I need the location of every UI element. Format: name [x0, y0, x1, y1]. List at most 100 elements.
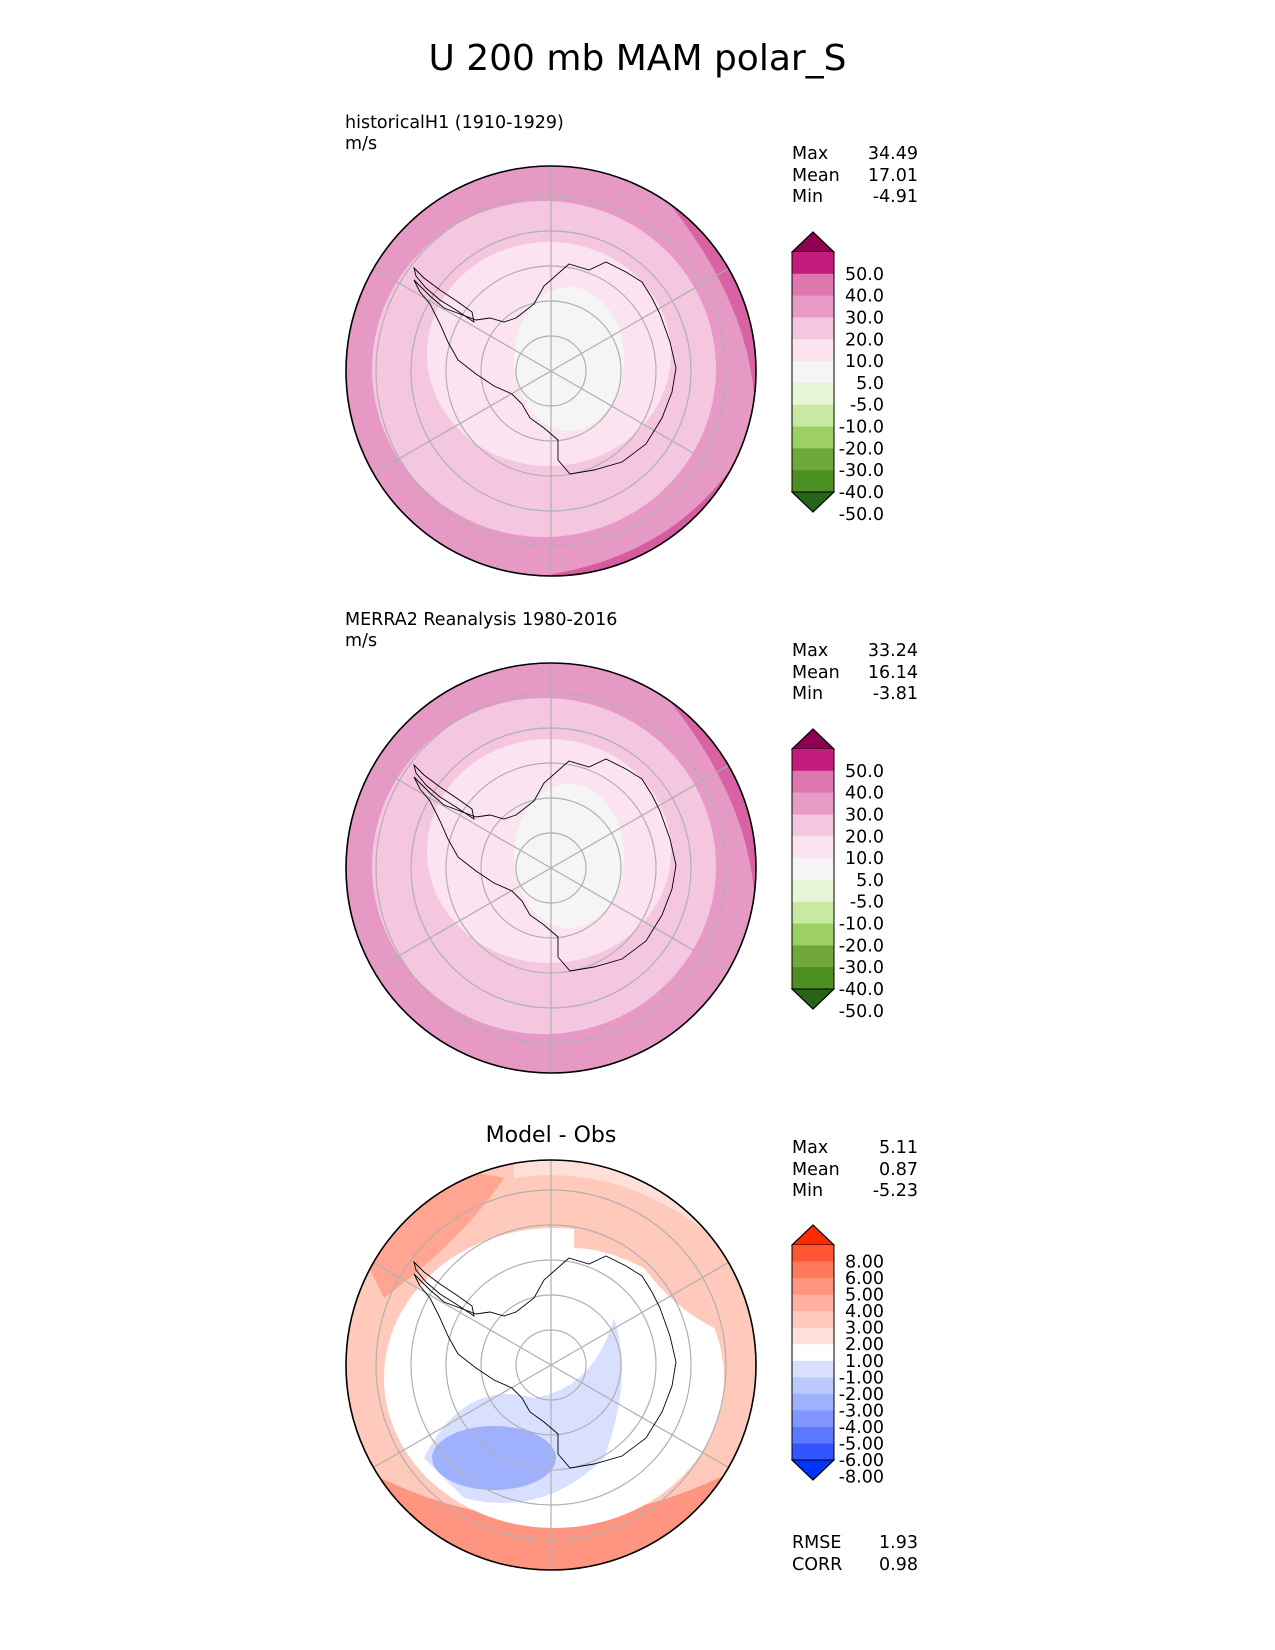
stat-label: Mean [792, 165, 840, 186]
colorbar-tick-label: -40.0 [839, 483, 884, 503]
colorbar-segment [792, 1393, 834, 1411]
colorbar-tick-label: 3.00 [845, 1319, 884, 1339]
colorbar-extend-bottom [790, 491, 836, 513]
colorbar-segment [792, 770, 834, 794]
colorbar-segment [792, 252, 834, 275]
panel-diff-map [345, 1159, 757, 1571]
stat-value: -5.23 [872, 1181, 918, 1201]
stat-value: 17.01 [867, 165, 918, 186]
colorbar-tick-label: 8.00 [845, 1253, 884, 1273]
panel-diff-stats: Max 5.11 Mean 0.87 Min -5.23 [792, 1138, 918, 1203]
colorbar-segment [792, 901, 834, 925]
colorbar-body [790, 1224, 836, 1481]
stat-label: Mean [792, 1159, 840, 1180]
colorbar-tick-label: 4.00 [845, 1302, 884, 1322]
colorbar-outline [791, 231, 835, 513]
colorbar-segment [792, 361, 834, 384]
colorbar-tick-label: -40.0 [839, 980, 884, 1000]
panel-diff-metrics: RMSE 1.93 CORR 0.98 [792, 1533, 918, 1576]
colorbar-segment [792, 470, 834, 493]
colorbar-segment [792, 1311, 834, 1329]
colorbar-tick-label: -50.0 [839, 1002, 884, 1022]
panel-obs-units: m/s [345, 631, 378, 651]
stat-value: -4.91 [872, 187, 918, 207]
colorbar-tick-label: -5.0 [850, 396, 884, 416]
colorbar-segment [792, 273, 834, 297]
stat-label: Max [792, 641, 829, 661]
colorbar-segment [792, 836, 834, 859]
panel-obs-stats: Max 33.24 Mean 16.14 Min -3.81 [792, 641, 918, 706]
panel-obs-title: MERRA2 Reanalysis 1980-2016 [345, 610, 618, 630]
colorbar-segment [792, 1377, 834, 1395]
colorbar-tick-label: -10.0 [839, 418, 884, 438]
colorbar-segment [792, 1426, 834, 1444]
panel-model-map [345, 165, 757, 577]
colorbar-tick-label: 40.0 [845, 784, 884, 804]
colorbar-tick-label: -2.00 [839, 1385, 884, 1405]
stat-value: -3.81 [872, 684, 918, 704]
panel-diff-title: Model - Obs [485, 1123, 617, 1148]
panel-obs-map [345, 662, 757, 1074]
colorbar-segment [792, 339, 834, 362]
contour-fill [432, 1426, 556, 1490]
stat-value: 5.11 [879, 1138, 918, 1158]
colorbar-tick-label: 30.0 [845, 805, 884, 825]
colorbar-segment [792, 404, 834, 428]
colorbar-tick-label: 20.0 [845, 330, 884, 350]
colorbar-tick-label: 10.0 [845, 849, 884, 869]
colorbar-segment [792, 967, 834, 990]
colorbar-segment [792, 923, 834, 946]
colorbar-body [790, 728, 836, 1010]
colorbar-segment [792, 1278, 834, 1296]
colorbar-segment [792, 448, 834, 471]
colorbar-tick-label: -3.00 [839, 1401, 884, 1421]
colorbar-segment [792, 426, 834, 449]
colorbar-segment [792, 945, 834, 968]
coastline-peninsula [413, 266, 475, 323]
colorbar-tick-label: 1.00 [845, 1352, 884, 1372]
colorbar-segment [792, 295, 834, 318]
colorbar-extend-top [790, 231, 836, 253]
colorbar-tick-label: -20.0 [839, 936, 884, 956]
colorbar-tick-label: 20.0 [845, 827, 884, 847]
contour-fill [514, 784, 624, 928]
colorbar-tick-label: 30.0 [845, 308, 884, 328]
coastline-antarctica [413, 758, 677, 972]
colorbar-tick-label: -4.00 [839, 1418, 884, 1438]
metric-value: 1.93 [879, 1533, 918, 1553]
panel-model-units: m/s [345, 134, 378, 154]
colorbar-segment [792, 1443, 834, 1461]
map-field [346, 663, 756, 1073]
colorbar-tick-label: 50.0 [845, 762, 884, 782]
colorbar-segment [792, 792, 834, 815]
colorbar-tick-label: -6.00 [839, 1451, 884, 1471]
colorbar-tick-label: 5.00 [845, 1286, 884, 1306]
colorbar-tick-label: 40.0 [845, 287, 884, 307]
colorbar-segment [792, 1410, 834, 1428]
stat-value: 33.24 [867, 641, 918, 661]
figure-title: U 200 mb MAM polar_S [428, 38, 847, 79]
colorbar-segment [792, 814, 834, 837]
colorbar-extend-top [790, 1224, 836, 1246]
coastline-antarctica [413, 261, 677, 475]
metric-label: RMSE [792, 1533, 842, 1553]
colorbar-tick-label: 5.0 [856, 871, 884, 891]
map-field [346, 166, 756, 576]
colorbar-segment [792, 1294, 834, 1312]
panel-model-colorbar: 50.040.030.020.010.05.0-5.0-10.0-20.0-30… [790, 231, 884, 525]
coastline-antarctica [413, 1255, 677, 1469]
colorbar-extend-bottom [790, 1459, 836, 1481]
colorbar-segment [792, 382, 834, 406]
panel-model-title: historicalH1 (1910-1929) [345, 113, 564, 133]
map-boundary [345, 1159, 757, 1571]
panel-obs-colorbar: 50.040.030.020.010.05.0-5.0-10.0-20.0-30… [790, 728, 884, 1022]
meridian-line [373, 1261, 729, 1469]
colorbar-segment [792, 879, 834, 903]
colorbar-segment [792, 1261, 834, 1279]
stat-value: 0.87 [879, 1159, 918, 1180]
colorbar-segment [792, 858, 834, 881]
metric-value: 0.98 [879, 1554, 918, 1575]
stat-label: Max [792, 144, 829, 164]
colorbar-tick-label: -50.0 [839, 505, 884, 525]
colorbar-segment [792, 749, 834, 772]
